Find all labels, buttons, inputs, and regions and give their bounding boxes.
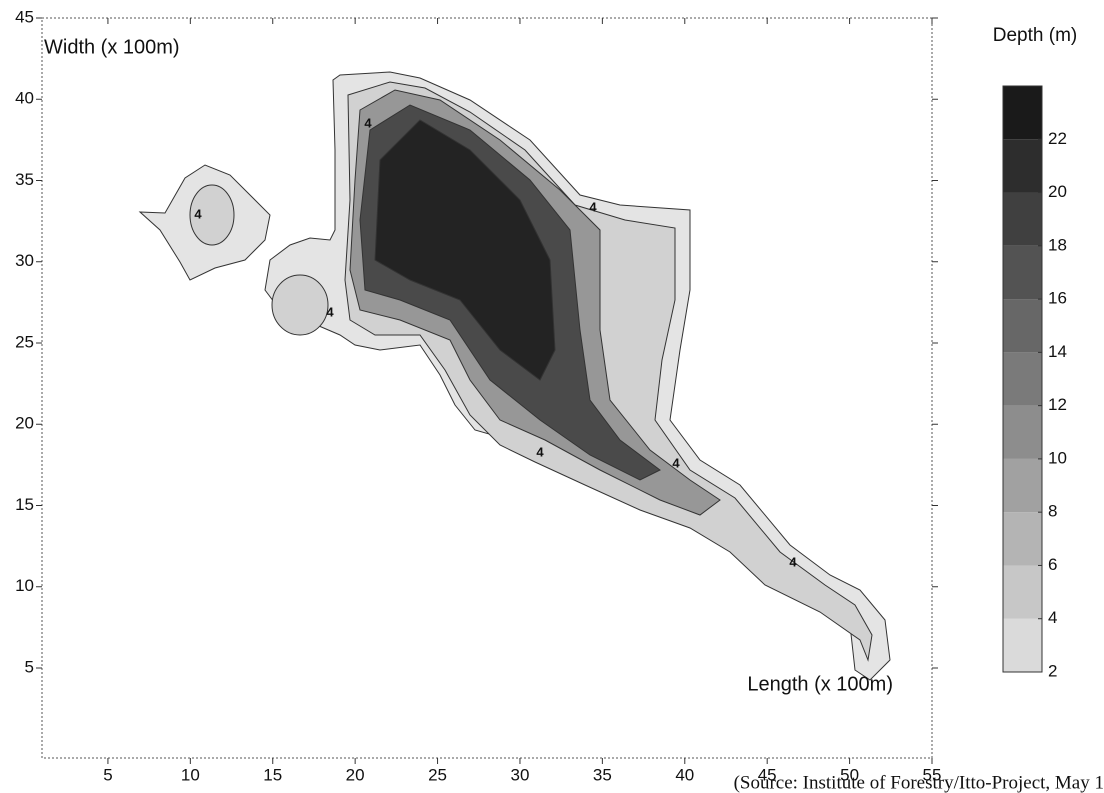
contour-label: 4 — [589, 199, 597, 214]
depth-area — [374, 119, 556, 381]
contour-label: 4 — [364, 115, 372, 130]
colorbar-tick-label: 10 — [1048, 448, 1067, 467]
x-tick-label: 55 — [923, 765, 942, 784]
colorbar-band — [1003, 458, 1042, 513]
colorbar-tick-label: 4 — [1048, 608, 1057, 627]
colorbar-frame — [1002, 85, 1043, 673]
colorbar-title: Depth (m) — [993, 25, 1077, 46]
x-axis-label: Length (x 100m) — [747, 673, 893, 695]
colorbar-band — [1003, 618, 1042, 672]
colorbar-tick-label: 14 — [1048, 342, 1067, 361]
x-tick-label: 20 — [346, 765, 365, 784]
depth-area — [271, 274, 329, 336]
colorbar-tick-label: 12 — [1048, 395, 1067, 414]
colorbar-band — [1003, 565, 1042, 619]
contour-label: 4 — [536, 444, 544, 459]
y-tick-label: 25 — [15, 332, 34, 351]
plot-frame — [41, 17, 933, 759]
y-tick-label: 30 — [15, 251, 34, 270]
y-tick-label: 40 — [15, 89, 34, 108]
colorbar-tick-label: 20 — [1048, 182, 1067, 201]
colorbar-tick-label: 2 — [1048, 661, 1057, 680]
colorbar-band — [1003, 512, 1042, 566]
y-axis-label: Width (x 100m) — [44, 36, 180, 58]
colorbar-tick-label: 8 — [1048, 502, 1057, 521]
contour-label: 4 — [326, 304, 334, 319]
colorbar-band — [1003, 405, 1042, 459]
source-note: (Source: Institute of Forestry/Itto-Proj… — [734, 772, 1104, 793]
colorbar-tick-label: 16 — [1048, 289, 1067, 308]
contour-label: 4 — [672, 455, 680, 470]
colorbar-band — [1003, 192, 1042, 246]
colorbar-tick-label: 22 — [1048, 129, 1067, 148]
colorbar-band — [1003, 86, 1042, 140]
depth-area — [189, 184, 235, 246]
y-tick-label: 20 — [15, 414, 34, 433]
x-tick-label: 30 — [511, 765, 530, 784]
contour-label: 4 — [789, 554, 797, 569]
x-tick-label: 10 — [181, 765, 200, 784]
colorbar-tick-label: 18 — [1048, 235, 1067, 254]
colorbar-tick-label: 6 — [1048, 555, 1057, 574]
x-tick-label: 15 — [263, 765, 282, 784]
y-tick-label: 10 — [15, 576, 34, 595]
lake-map — [138, 71, 891, 681]
x-tick-label: 40 — [675, 765, 694, 784]
y-tick-label: 35 — [15, 170, 34, 189]
colorbar-band — [1003, 352, 1042, 406]
colorbar-band — [1003, 245, 1042, 300]
y-tick-label: 15 — [15, 495, 34, 514]
y-tick-label: 5 — [25, 657, 34, 676]
contour-label: 4 — [194, 206, 202, 221]
x-tick-label: 35 — [593, 765, 612, 784]
colorbar-band — [1003, 299, 1042, 353]
x-tick-label: 5 — [103, 765, 112, 784]
x-tick-label: 45 — [758, 765, 777, 784]
x-tick-label: 50 — [840, 765, 859, 784]
colorbar-band — [1003, 139, 1042, 193]
x-tick-label: 25 — [428, 765, 447, 784]
y-tick-label: 45 — [15, 7, 34, 26]
